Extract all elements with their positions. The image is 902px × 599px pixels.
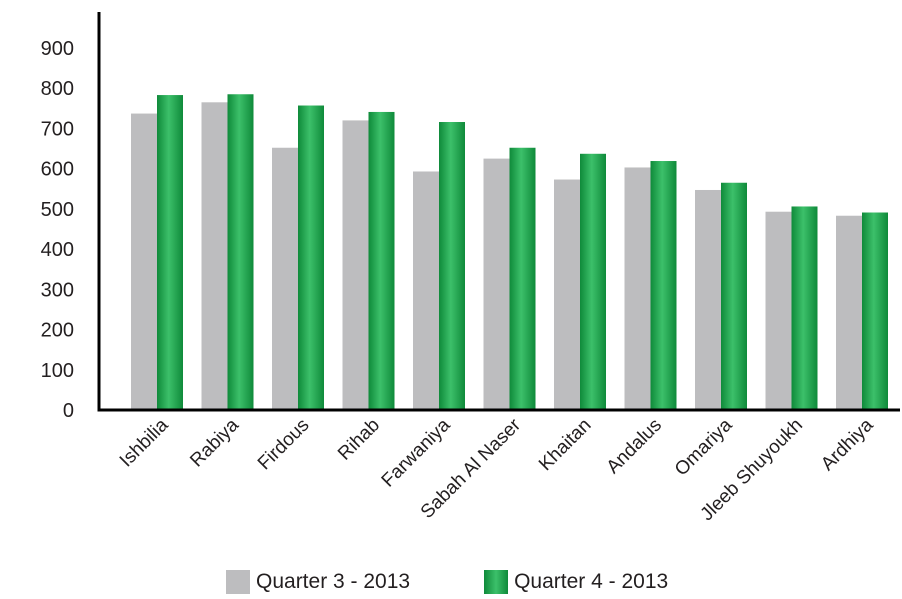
y-tick-label: 300 [41, 279, 74, 301]
x-category-label: Farwaniya [378, 414, 455, 491]
bar-q4 [368, 111, 395, 410]
bar-q3 [201, 102, 228, 411]
bar-q4 [157, 95, 183, 410]
legend-swatch-q3 [226, 570, 250, 594]
x-category-label: Ishbilia [116, 414, 173, 471]
x-category-label: Ardhiya [817, 414, 878, 475]
bar-q3 [554, 179, 580, 410]
legend-label-q4: Quarter 4 - 2013 [514, 570, 669, 593]
legend-label-q3: Quarter 3 - 2013 [256, 570, 411, 593]
bar-q4 [298, 105, 324, 411]
bar-q4 [650, 161, 677, 410]
bar-q4 [721, 182, 747, 410]
bar-q4 [862, 212, 888, 410]
plot-area: 0 100 200 300 400 500 600 700 800 900 Ishbilia Rabi… [41, 12, 900, 525]
bar-q4 [227, 94, 254, 410]
y-tick-label: 700 [41, 118, 74, 140]
bar-q3 [695, 189, 721, 410]
x-category-label: Firdous [254, 415, 314, 475]
bar-q3 [624, 167, 651, 410]
y-tick-label: 200 [41, 320, 74, 342]
y-tick-label: 900 [41, 38, 74, 60]
bar-chart: 0 100 200 300 400 500 600 700 800 900 Ishbilia Rabi… [41, 12, 900, 525]
y-tick-label: 0 [63, 400, 74, 422]
y-tick-label: 100 [41, 360, 74, 382]
bar-q3 [413, 171, 439, 410]
y-tick-label: 600 [41, 159, 74, 181]
x-category-label: Rihab [334, 415, 384, 465]
legend: Quarter 3 - 2013 Quarter 4 - 2013 [226, 570, 668, 594]
x-category-label: Omariya [671, 414, 737, 480]
bar-q3 [272, 147, 298, 411]
bar-q4 [580, 153, 606, 411]
bar-q3 [483, 158, 510, 410]
x-category-label: Rabiya [186, 414, 243, 471]
bar-q4 [439, 122, 465, 411]
legend-swatch-q4 [484, 570, 509, 594]
bar-q3 [131, 113, 157, 410]
y-tick-label: 400 [41, 239, 74, 261]
legend-item-q3: Quarter 3 - 2013 [226, 570, 410, 594]
y-tick-label: 800 [41, 78, 74, 100]
legend-item-q4: Quarter 4 - 2013 [484, 570, 668, 594]
x-category-label: Khaitan [535, 415, 595, 475]
bar-q3 [836, 215, 862, 410]
bar-q3 [342, 120, 369, 411]
bar-q3 [765, 211, 792, 410]
y-tick-label: 500 [41, 199, 74, 221]
bar-q4 [791, 206, 818, 410]
x-category-label: Andalus [603, 415, 666, 478]
bar-q4 [509, 147, 536, 411]
